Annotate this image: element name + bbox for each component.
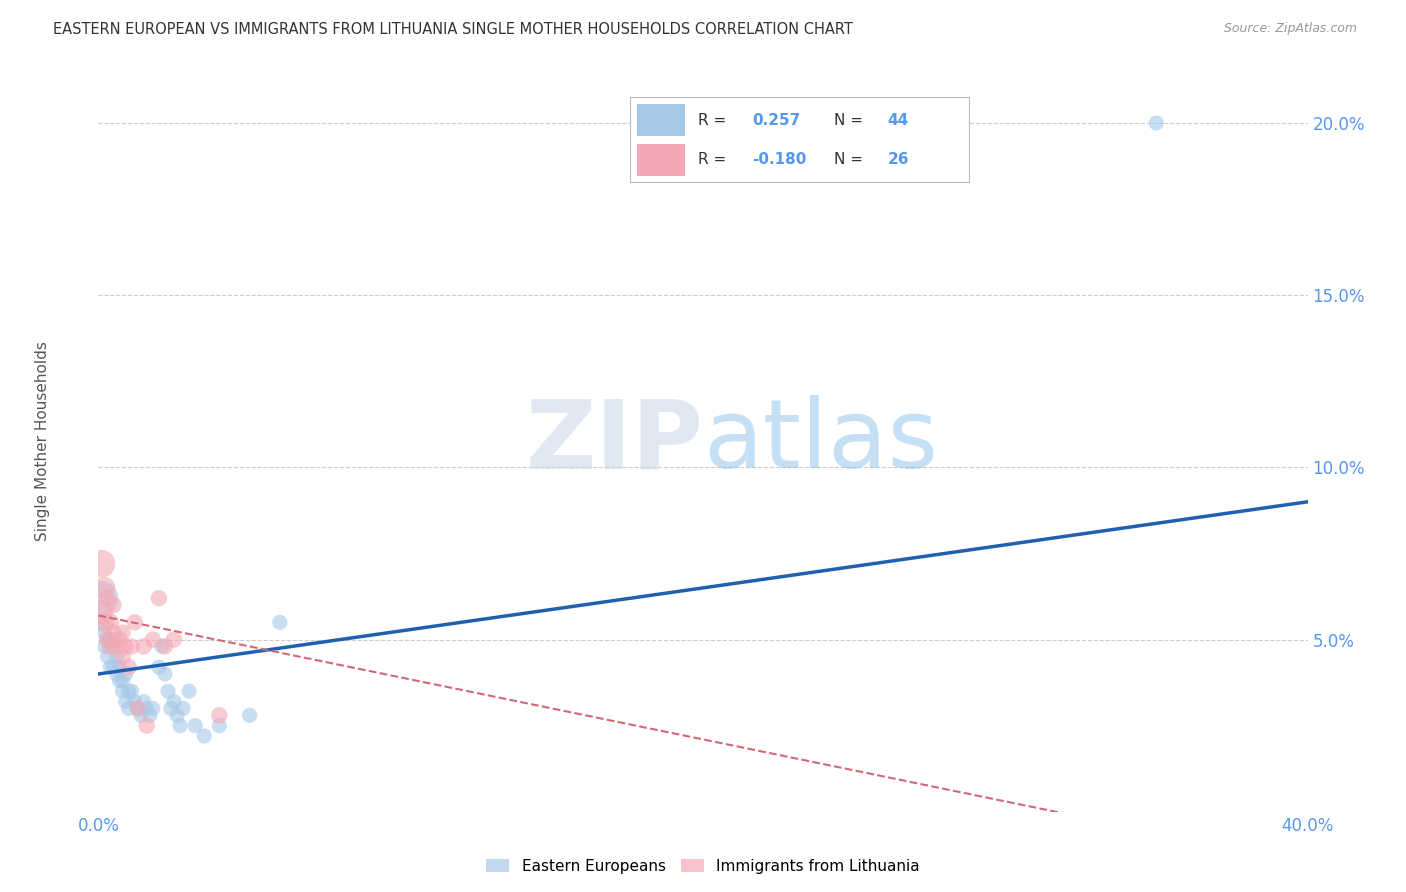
Point [208,708,231,723]
Point [108,660,131,674]
Point [163,694,186,708]
Point [114,640,136,654]
Point [111,649,134,664]
Point [150,640,173,654]
Point [96,649,118,664]
Point [153,667,176,681]
Y-axis label: Single Mother Households: Single Mother Households [35,342,51,541]
Point [156,684,179,698]
Point [93,625,115,640]
Point [169,718,191,732]
Point [93,640,115,654]
Text: Source: ZipAtlas.com: Source: ZipAtlas.com [1223,22,1357,36]
Point [127,701,149,715]
Point [239,708,262,723]
Point [103,640,125,654]
Point [129,708,152,723]
Point [121,684,143,698]
Point [121,640,143,654]
Point [105,667,128,681]
Point [96,632,118,647]
Point [111,625,134,640]
Point [184,718,207,732]
Point [132,694,155,708]
Point [90,557,112,571]
Point [111,684,134,698]
Point [148,591,170,606]
Point [124,615,146,630]
Point [118,660,141,674]
Point [142,701,165,715]
Point [90,591,112,606]
Point [93,581,115,595]
Point [96,591,118,606]
Point [105,649,128,664]
Point [93,615,115,630]
Point [90,615,112,630]
Point [160,701,183,715]
Point [132,640,155,654]
Point [111,673,134,688]
Point [118,701,141,715]
Point [114,694,136,708]
Point [103,660,125,674]
Point [142,632,165,647]
Point [100,660,122,674]
Point [127,701,149,715]
Point [108,632,131,647]
Point [105,640,128,654]
Point [103,598,125,612]
Point [135,701,157,715]
Text: ZIP: ZIP [524,395,703,488]
Legend: Eastern Europeans, Immigrants from Lithuania: Eastern Europeans, Immigrants from Lithu… [481,853,925,880]
Point [103,625,125,640]
Point [148,660,170,674]
Point [193,729,215,743]
Point [100,615,122,630]
Text: EASTERN EUROPEAN VS IMMIGRANTS FROM LITHUANIA SINGLE MOTHER HOUSEHOLDS CORRELATI: EASTERN EUROPEAN VS IMMIGRANTS FROM LITH… [53,22,853,37]
Point [108,673,131,688]
Point [118,684,141,698]
Point [100,632,122,647]
Point [208,718,231,732]
Point [166,708,188,723]
Point [1144,116,1167,130]
Point [114,667,136,681]
Point [90,605,112,619]
Point [96,632,118,647]
Point [269,615,291,630]
Text: atlas: atlas [703,395,938,488]
Point [172,701,194,715]
Point [179,684,201,698]
Point [100,640,122,654]
Point [153,640,176,654]
Point [163,632,186,647]
Point [124,694,146,708]
Point [139,708,162,723]
Point [135,718,157,732]
